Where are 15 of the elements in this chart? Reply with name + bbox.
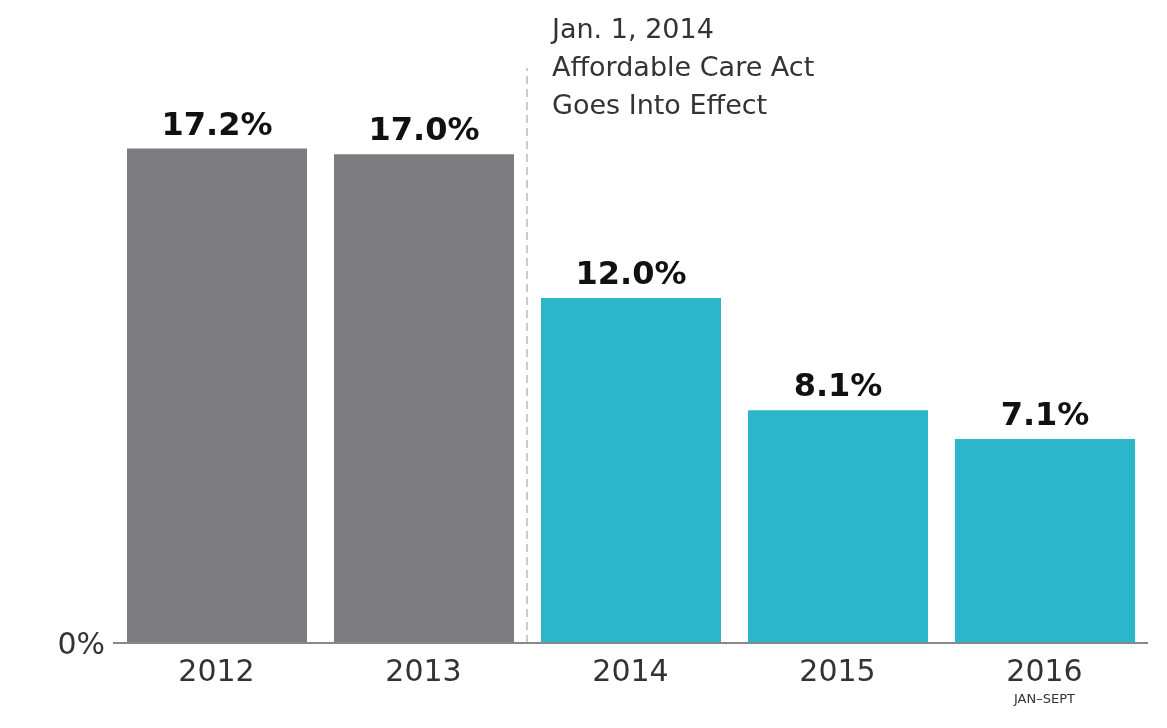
data-label: 8.1% — [793, 366, 883, 405]
text: 0% — [57, 625, 105, 661]
data-label: 12.0% — [575, 254, 687, 292]
x-tick-label: 2012 — [178, 653, 255, 688]
bar — [541, 298, 721, 643]
x-tick-label: 2015 — [799, 653, 876, 688]
data-label: 7.1% — [1000, 394, 1090, 433]
x-tick-label: 2013 — [385, 653, 462, 688]
ref-line-label: Jan. 1, 2014 Affordable Care Act Goes Into Effect — [550, 13, 815, 120]
x-tick-label: 2016JAN–SEPT — [1006, 653, 1083, 706]
x-tick-label: 2014 — [592, 653, 669, 688]
data-label: 17.2% — [161, 104, 273, 143]
data-label: 17.0% — [368, 110, 480, 149]
bar — [748, 410, 928, 643]
bar — [955, 438, 1135, 643]
